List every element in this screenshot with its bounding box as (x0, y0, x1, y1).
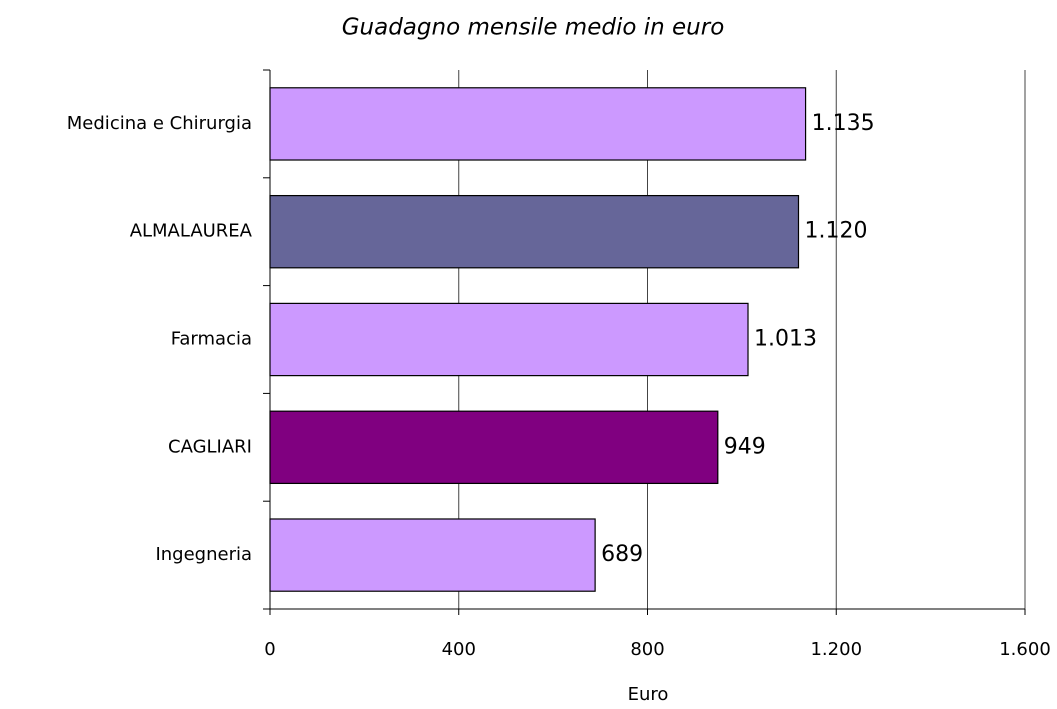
x-tick-label: 800 (630, 639, 664, 660)
value-label: 1.013 (754, 327, 817, 352)
value-label: 949 (724, 434, 766, 459)
y-tick-label: Medicina e Chirurgia (67, 113, 252, 134)
x-tick-label: 1.600 (999, 639, 1051, 660)
value-label: 689 (601, 542, 643, 567)
x-tick-label: 400 (442, 639, 476, 660)
bar (269, 194, 800, 269)
bar (269, 87, 807, 161)
bar (269, 410, 719, 485)
value-label: 1.135 (812, 111, 875, 136)
y-tick-label: Farmacia (171, 329, 252, 350)
x-tick-label: 1.200 (810, 639, 862, 660)
y-tick-label: CAGLIARI (168, 436, 252, 457)
bar (269, 518, 596, 592)
value-label: 1.120 (805, 219, 868, 244)
y-tick-label: ALMALAUREA (130, 221, 253, 242)
x-axis-label: Euro (628, 684, 669, 705)
chart-title: Guadagno mensile medio in euro (342, 15, 725, 41)
y-tick-label: Ingegneria (155, 544, 252, 565)
bar (269, 302, 749, 377)
x-tick-label: 0 (264, 639, 275, 660)
